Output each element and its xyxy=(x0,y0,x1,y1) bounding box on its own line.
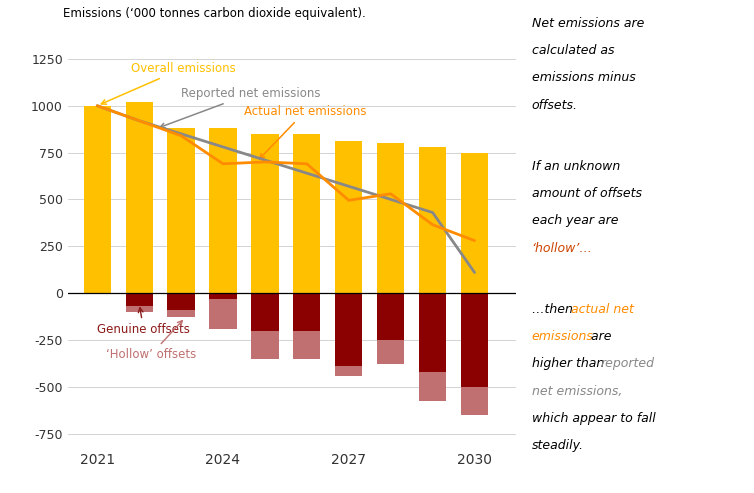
Bar xyxy=(377,143,404,293)
Text: steadily.: steadily. xyxy=(532,439,584,452)
Bar xyxy=(125,102,153,293)
Bar xyxy=(335,141,363,293)
Bar xyxy=(84,106,111,293)
Bar xyxy=(293,134,320,293)
Bar xyxy=(210,293,237,299)
Bar xyxy=(251,293,278,331)
Bar xyxy=(377,340,404,364)
Text: Actual net emissions: Actual net emissions xyxy=(244,105,366,159)
Bar xyxy=(419,372,446,401)
Text: reported: reported xyxy=(601,357,655,370)
Text: If an unknown: If an unknown xyxy=(532,160,620,173)
Bar xyxy=(419,147,446,293)
Bar xyxy=(167,293,195,310)
Text: emissions: emissions xyxy=(532,330,593,343)
Bar xyxy=(461,293,488,387)
Text: offsets.: offsets. xyxy=(532,99,578,111)
Bar xyxy=(210,299,237,329)
Text: Emissions (‘000 tonnes carbon dioxide equivalent).: Emissions (‘000 tonnes carbon dioxide eq… xyxy=(63,7,366,20)
Text: Overall emissions: Overall emissions xyxy=(101,62,235,104)
Text: Reported net emissions: Reported net emissions xyxy=(160,87,320,128)
Text: Genuine offsets: Genuine offsets xyxy=(97,308,190,336)
Text: Net emissions are: Net emissions are xyxy=(532,17,644,30)
Bar xyxy=(210,128,237,293)
Bar xyxy=(293,293,320,331)
Bar xyxy=(419,293,446,372)
Text: each year are: each year are xyxy=(532,214,618,227)
Bar xyxy=(293,331,320,359)
Bar xyxy=(125,293,153,306)
Text: are: are xyxy=(587,330,611,343)
Bar xyxy=(335,366,363,377)
Text: ‘hollow’…: ‘hollow’… xyxy=(532,242,593,254)
Text: higher than: higher than xyxy=(532,357,608,370)
Text: emissions minus: emissions minus xyxy=(532,71,636,84)
Bar xyxy=(167,128,195,293)
Text: ‘Hollow’ offsets: ‘Hollow’ offsets xyxy=(106,320,196,361)
Bar xyxy=(167,310,195,317)
Text: net emissions,: net emissions, xyxy=(532,385,622,397)
Text: amount of offsets: amount of offsets xyxy=(532,187,642,200)
Bar xyxy=(335,293,363,366)
Bar xyxy=(125,306,153,312)
Bar xyxy=(251,331,278,359)
Bar xyxy=(251,134,278,293)
Text: actual net: actual net xyxy=(571,303,633,316)
Text: calculated as: calculated as xyxy=(532,44,614,57)
Bar xyxy=(377,293,404,340)
Bar xyxy=(461,152,488,293)
Bar xyxy=(461,387,488,415)
Text: which appear to fall: which appear to fall xyxy=(532,412,655,424)
Text: …then: …then xyxy=(532,303,577,316)
